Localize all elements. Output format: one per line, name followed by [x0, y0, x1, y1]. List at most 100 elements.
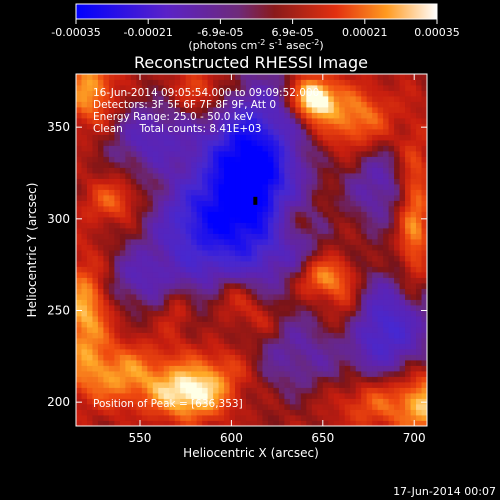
heatmap-cell: [339, 184, 346, 190]
heatmap-cell: [213, 118, 219, 124]
heatmap-cell: [81, 145, 88, 152]
heatmap-cell: [410, 173, 417, 179]
heatmap-cell: [114, 85, 121, 91]
heatmap-cell: [251, 211, 258, 218]
heatmap-cell: [196, 85, 203, 91]
heatmap-cell: [235, 371, 241, 377]
heatmap-cell: [377, 217, 384, 223]
heatmap-cell: [119, 250, 126, 256]
heatmap-cell: [114, 393, 121, 399]
heatmap-cell: [273, 393, 280, 399]
heatmap-cell: [377, 123, 384, 130]
heatmap-cell: [289, 96, 296, 102]
heatmap-cell: [328, 206, 335, 212]
heatmap-cell: [361, 151, 368, 157]
heatmap-cell: [394, 354, 400, 361]
heatmap-cell: [394, 250, 400, 256]
heatmap-cell: [289, 112, 296, 119]
heatmap-cell: [180, 343, 187, 350]
heatmap-cell: [289, 129, 296, 135]
heatmap-cell: [141, 371, 148, 377]
heatmap-cell: [103, 156, 110, 163]
heatmap-cell: [344, 393, 351, 399]
heatmap-cell: [410, 299, 417, 306]
heatmap-cell: [388, 90, 395, 97]
heatmap-cell: [317, 85, 324, 91]
heatmap-cell: [185, 294, 192, 300]
heatmap-cell: [76, 393, 82, 399]
heatmap-cell: [267, 217, 274, 223]
heatmap-cell: [97, 211, 104, 218]
heatmap-cell: [130, 277, 137, 284]
heatmap-cell: [119, 101, 126, 108]
heatmap-cell: [180, 195, 187, 201]
heatmap-cell: [218, 90, 225, 97]
heatmap-cell: [366, 206, 373, 212]
heatmap-cell: [114, 189, 121, 196]
heatmap-cell: [284, 222, 291, 229]
heatmap-cell: [207, 151, 214, 157]
heatmap-cell: [191, 101, 198, 108]
heatmap-cell: [300, 184, 307, 190]
heatmap-cell: [394, 211, 400, 218]
heatmap-cell: [306, 228, 313, 234]
heatmap-cell: [114, 255, 121, 262]
heatmap-cell: [328, 266, 335, 273]
heatmap-cell: [328, 151, 335, 157]
heatmap-cell: [372, 167, 379, 174]
heatmap-cell: [339, 305, 346, 311]
heatmap-cell: [300, 299, 307, 306]
heatmap-cell: [405, 261, 411, 267]
heatmap-cell: [361, 404, 368, 410]
heatmap-cell: [289, 173, 296, 179]
heatmap-cell: [147, 415, 154, 421]
heatmap-cell: [158, 415, 165, 421]
heatmap-cell: [273, 140, 280, 146]
heatmap-cell: [147, 250, 154, 256]
heatmap-cell: [158, 151, 165, 157]
heatmap-cell: [366, 85, 373, 91]
heatmap-cell: [196, 420, 203, 426]
heatmap-cell: [147, 349, 154, 355]
heatmap-cell: [191, 107, 198, 113]
heatmap-cell: [262, 167, 269, 174]
heatmap-cell: [218, 332, 225, 339]
heatmap-cell: [235, 129, 241, 135]
heatmap-cell: [322, 118, 329, 124]
heatmap-cell: [273, 195, 280, 201]
heatmap-cell: [256, 173, 263, 179]
heatmap-cell: [114, 134, 121, 141]
heatmap-cell: [163, 123, 170, 130]
heatmap-cell: [377, 299, 384, 306]
heatmap-cell: [92, 393, 99, 399]
heatmap-cell: [399, 398, 406, 405]
heatmap-cell: [251, 261, 258, 267]
heatmap-cell: [163, 244, 170, 251]
heatmap-cell: [163, 343, 170, 350]
heatmap-cell: [251, 393, 258, 399]
heatmap-cell: [366, 211, 373, 218]
heatmap-cell: [256, 206, 263, 212]
heatmap-cell: [339, 310, 346, 317]
heatmap-cell: [196, 332, 203, 339]
heatmap-cell: [152, 129, 159, 135]
heatmap-cell: [405, 316, 411, 322]
heatmap-cell: [421, 371, 427, 377]
heatmap-cell: [158, 228, 165, 234]
heatmap-cell: [81, 178, 88, 185]
heatmap-cell: [284, 74, 291, 80]
heatmap-cell: [202, 118, 209, 124]
heatmap-cell: [366, 404, 373, 410]
heatmap-cell: [284, 228, 291, 234]
heatmap-cell: [344, 112, 351, 119]
heatmap-cell: [136, 294, 143, 300]
heatmap-cell: [202, 217, 209, 223]
heatmap-cell: [76, 134, 82, 141]
heatmap-cell: [284, 112, 291, 119]
heatmap-cell: [295, 332, 302, 339]
heatmap-cell: [81, 360, 88, 366]
heatmap-cell: [119, 404, 126, 410]
heatmap-cell: [416, 101, 422, 108]
heatmap-cell: [262, 156, 269, 163]
heatmap-cell: [306, 382, 313, 388]
